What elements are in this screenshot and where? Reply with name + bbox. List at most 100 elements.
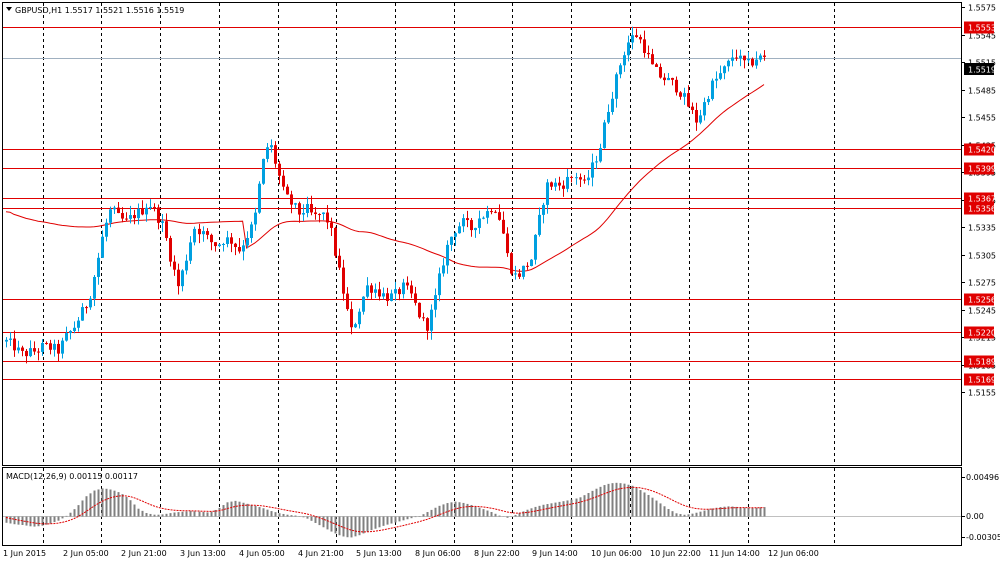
level-lines[interactable] (3, 27, 961, 380)
candle-body (338, 255, 341, 268)
candle-body (522, 265, 525, 277)
level-tag-bg (964, 355, 994, 368)
candle-body (145, 207, 148, 215)
candle-body (755, 59, 758, 66)
triangle-down-icon[interactable] (6, 7, 12, 11)
candle-body (45, 342, 48, 344)
level-tag-value: 1.5399 (968, 165, 996, 174)
candle-body (450, 236, 453, 245)
candle-body (683, 93, 686, 97)
candle-body (5, 339, 8, 342)
candle-body (462, 218, 465, 227)
macd-axis-tick-1: 0.00 (966, 512, 984, 521)
candle-body (113, 207, 116, 210)
candle-body (314, 212, 317, 215)
price-axis-tick-label: 1.5545 (968, 32, 996, 41)
candle-body (157, 207, 160, 223)
candle-body (165, 221, 168, 239)
candle-body (546, 182, 549, 205)
candle-body (550, 182, 553, 187)
candle-body (270, 145, 273, 148)
candle-body (41, 342, 44, 352)
candle-body (643, 39, 646, 53)
candle-body (482, 217, 485, 219)
macd-axis-tick-2: -0.00305 (966, 533, 1000, 542)
candle-body (254, 212, 257, 225)
candle-body (266, 147, 269, 159)
candle-body (218, 244, 221, 247)
candle-body (410, 285, 413, 294)
candle-body (81, 307, 84, 321)
price-axis-tick-label: 1.5485 (968, 87, 996, 96)
candle-body (639, 36, 642, 40)
time-axis-label: 1 Jun 2015 (3, 549, 46, 558)
candle-body (93, 276, 96, 299)
candle-body (234, 243, 237, 248)
candle-body (406, 282, 409, 286)
candle-body (655, 64, 658, 67)
candle-body (169, 238, 172, 262)
candle-body (727, 60, 730, 67)
candle-body (603, 122, 606, 149)
candle-body (631, 35, 634, 43)
candle-body (206, 231, 209, 235)
candle-body (494, 211, 497, 213)
candle-body (715, 78, 718, 81)
candle-body (278, 163, 281, 176)
candle-body (246, 238, 249, 246)
price-axis-tick-label: 1.5155 (968, 389, 996, 398)
candle-body (222, 243, 225, 245)
candle-body (699, 115, 702, 123)
candle-body (181, 270, 184, 287)
chart-header[interactable]: GBPUSD,H1 1.5517 1.5521 1.5516 1.5519 (6, 6, 184, 15)
candle-body (125, 218, 128, 220)
candle-body (530, 259, 533, 266)
candle-body (177, 269, 180, 287)
candle-body (422, 317, 425, 319)
candle-body (173, 261, 176, 270)
candle-body (454, 233, 457, 237)
price-axis-tick-label: 1.5335 (968, 224, 996, 233)
candle-body (97, 257, 100, 277)
candle-body (37, 351, 40, 353)
candle-body (89, 298, 92, 308)
candle-body (193, 228, 196, 243)
candle-body (69, 330, 72, 334)
macd-axis-tick-0: 0.00496 (966, 473, 999, 482)
candle-body (667, 77, 670, 81)
level-tag-bg (964, 162, 994, 175)
candle-body (623, 55, 626, 66)
candle-body (611, 98, 614, 112)
moving-average-line (5, 84, 765, 272)
candle-body (334, 227, 337, 256)
candle-body (306, 203, 309, 214)
candle-body (635, 35, 638, 37)
candle-body (751, 58, 754, 66)
candle-body (370, 285, 373, 293)
candle-body (542, 204, 545, 215)
candle-body (743, 55, 746, 61)
candle-body (627, 42, 630, 56)
price-axis-tick-label: 1.5275 (968, 279, 996, 288)
candle-body (731, 57, 734, 61)
candle-body (330, 222, 333, 228)
candle-body (390, 293, 393, 301)
price-axis-tick-label: 1.5305 (968, 252, 996, 261)
candle-body (466, 218, 469, 221)
candle-body (354, 324, 357, 328)
candle-body (430, 309, 433, 331)
candle-body (350, 309, 353, 328)
time-axis-label: 8 Jun 22:00 (474, 549, 520, 558)
macd-histogram (5, 482, 766, 538)
candle-body (554, 182, 557, 187)
candle-body (394, 289, 397, 294)
candle-body (607, 111, 610, 123)
candle-body (691, 106, 694, 110)
candle-body (719, 73, 722, 79)
candle-body (133, 215, 136, 219)
time-axis: 1 Jun 2015 2 Jun 05:00 2 Jun 21:00 3 Jun 13… (3, 549, 819, 558)
level-tag-value: 1.5367 (968, 195, 996, 204)
candle-body (230, 237, 233, 244)
